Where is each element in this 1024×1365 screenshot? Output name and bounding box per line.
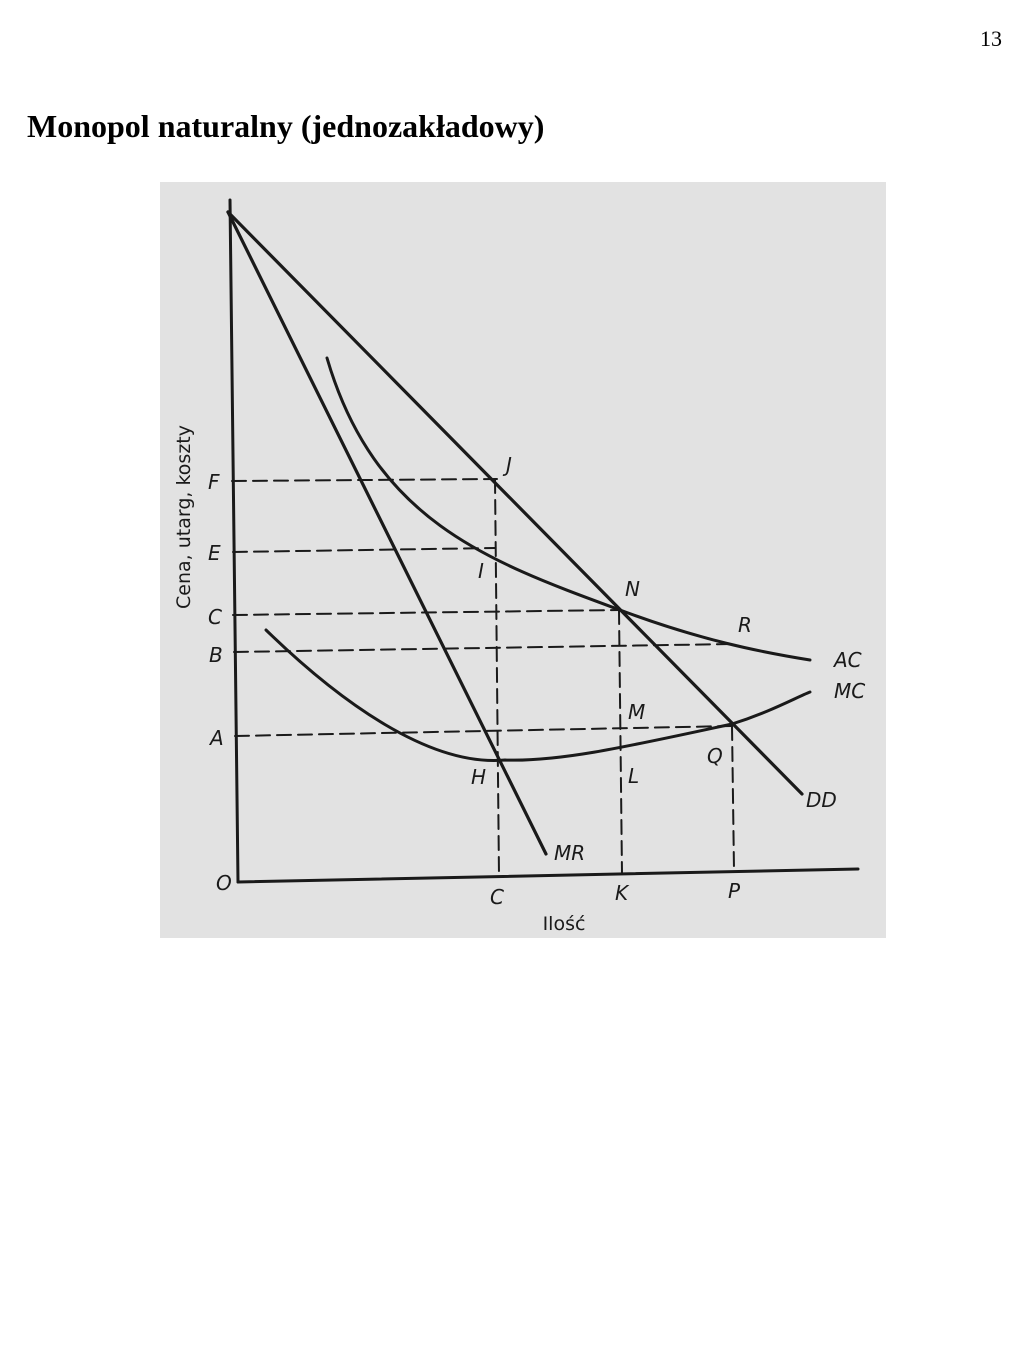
y-axis-title: Cena, utarg, koszty xyxy=(173,425,195,609)
point-label-j: J xyxy=(502,453,512,477)
page-title: Monopol naturalny (jednozakładowy) xyxy=(27,108,545,144)
guide-lines xyxy=(231,478,735,877)
price-label-c: C xyxy=(208,605,222,629)
diagram-background xyxy=(160,182,886,938)
guide-b-r xyxy=(233,643,733,653)
curve-label-mc: MC xyxy=(834,679,865,703)
price-axis xyxy=(228,198,240,884)
average-cost-curve-ac xyxy=(325,356,812,662)
quantity-label-c: C xyxy=(490,885,504,909)
price-label-e: E xyxy=(208,541,221,565)
guide-n-k xyxy=(618,609,623,875)
quantity-axis xyxy=(236,867,860,884)
demand-curve-dd xyxy=(226,210,804,796)
point-label-n: N xyxy=(625,577,640,601)
origin-label: O xyxy=(216,871,232,895)
price-label-b: B xyxy=(209,643,223,667)
guide-e-i xyxy=(232,547,496,553)
monopoly-diagram: Cena, utarg, koszty Ilość O F E C B A C … xyxy=(160,182,886,938)
page-number: 13 xyxy=(980,26,1002,51)
guide-q-p xyxy=(731,725,735,871)
point-label-r: R xyxy=(738,613,752,637)
x-axis-title: Ilość xyxy=(543,913,586,935)
marginal-cost-curve-mc xyxy=(264,628,812,763)
curve-label-mr: MR xyxy=(554,841,585,865)
point-label-m: M xyxy=(628,700,645,724)
quantity-label-k: K xyxy=(615,881,630,905)
point-label-l: L xyxy=(628,764,639,788)
price-label-a: A xyxy=(208,726,224,750)
curve-label-ac: AC xyxy=(832,648,862,672)
marginal-revenue-curve-mr xyxy=(226,210,548,856)
point-label-h: H xyxy=(471,765,486,789)
guide-f-j xyxy=(231,478,498,482)
curve-label-dd: DD xyxy=(806,788,837,812)
point-label-q: Q xyxy=(707,744,723,768)
point-label-i: I xyxy=(478,559,484,583)
quantity-label-p: P xyxy=(728,879,741,903)
guide-j-c xyxy=(494,478,500,877)
price-label-f: F xyxy=(208,470,220,494)
